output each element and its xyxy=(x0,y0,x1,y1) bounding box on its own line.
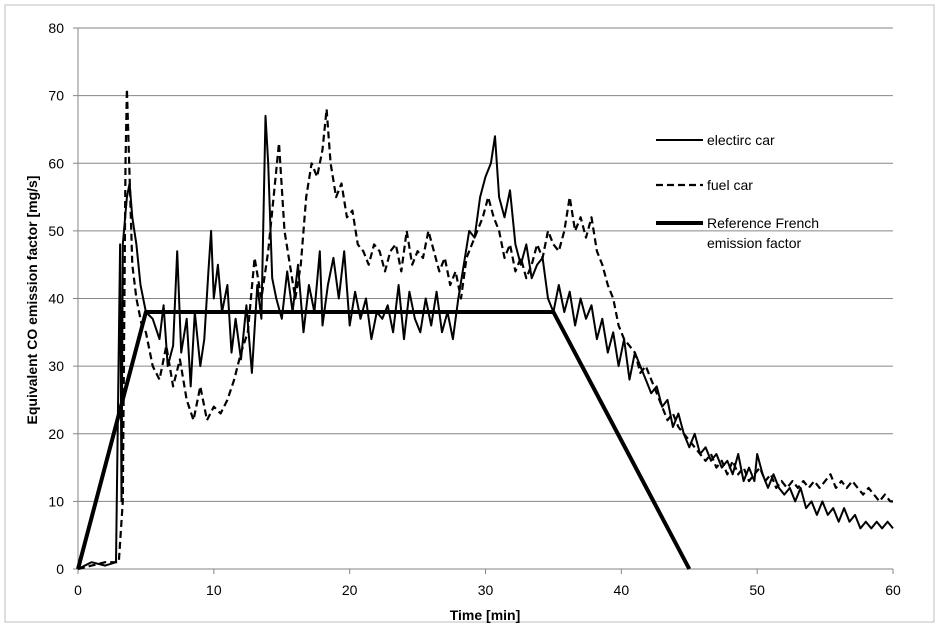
x-tick-label-30: 30 xyxy=(478,582,494,598)
x-tick-labels: 0 10 20 30 40 50 60 xyxy=(74,582,901,598)
y-tick-label-80: 80 xyxy=(48,20,64,36)
series-group xyxy=(76,87,894,571)
x-tick-label-60: 60 xyxy=(885,582,901,598)
x-tick-label-10: 10 xyxy=(206,582,222,598)
legend-label-1-0: fuel car xyxy=(707,177,753,193)
x-axis-title: Time [min] xyxy=(450,607,521,623)
gridlines xyxy=(73,27,894,574)
y-tick-label-20: 20 xyxy=(48,426,64,442)
x-tick-label-20: 20 xyxy=(342,582,358,598)
y-tick-label-60: 60 xyxy=(48,155,64,171)
y-tick-label-30: 30 xyxy=(48,358,64,374)
y-axis-title: Equivalent CO emission factor [mg/s] xyxy=(24,176,40,425)
legend-label-0-0: electirc car xyxy=(707,132,775,148)
y-tick-label-0: 0 xyxy=(56,561,64,577)
y-tick-label-10: 10 xyxy=(48,493,64,509)
y-tick-label-70: 70 xyxy=(48,88,64,104)
legend: electirc car fuel car Reference French emis… xyxy=(656,132,819,251)
y-tick-labels: 0 10 20 30 40 50 60 70 80 xyxy=(48,20,64,577)
x-tick-label-0: 0 xyxy=(74,582,82,598)
series-line-reference-french-emission-factor xyxy=(76,310,692,570)
y-tick-label-40: 40 xyxy=(48,291,64,307)
y-tick-label-50: 50 xyxy=(48,223,64,239)
x-tick-label-40: 40 xyxy=(614,582,630,598)
legend-label-2-1: emission factor xyxy=(707,235,801,251)
legend-label-2-0: Reference French xyxy=(707,215,819,231)
series-line-fuel-car xyxy=(77,87,893,571)
axes xyxy=(77,28,893,570)
x-tick-label-50: 50 xyxy=(749,582,765,598)
series-line-electirc-car xyxy=(77,114,894,570)
